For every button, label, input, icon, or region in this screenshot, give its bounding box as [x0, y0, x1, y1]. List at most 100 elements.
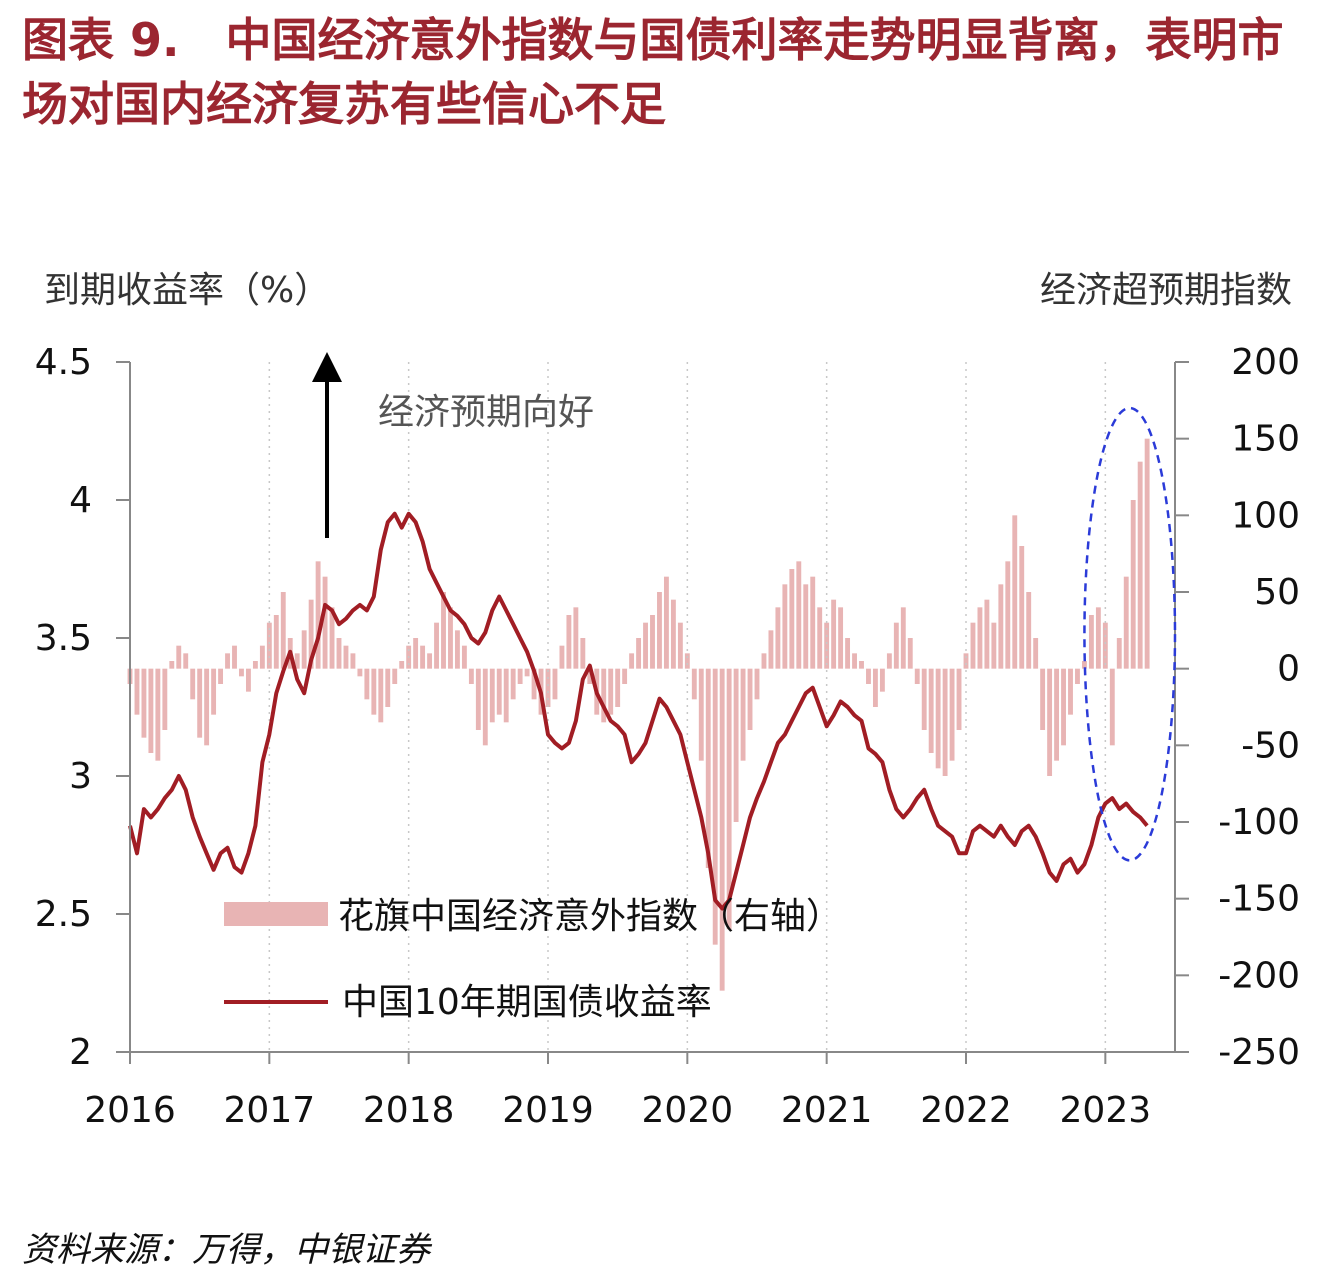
surprise-index-bar	[761, 653, 767, 669]
surprise-index-bar	[963, 653, 969, 669]
surprise-index-bar	[301, 630, 307, 669]
left-tick-label: 2.5	[35, 894, 92, 935]
right-tick-label: -50	[1241, 725, 1300, 766]
surprise-index-bar	[726, 668, 732, 930]
surprise-index-bar	[684, 653, 690, 669]
surprise-index-bar	[615, 668, 621, 707]
surprise-index-bar	[984, 599, 990, 669]
surprise-index-bar	[872, 668, 878, 707]
x-tick-label: 2021	[781, 1090, 873, 1131]
surprise-index-bar	[921, 668, 927, 730]
surprise-index-bar	[698, 668, 704, 761]
surprise-index-bar	[1005, 561, 1011, 669]
surprise-index-bar	[1095, 607, 1101, 669]
surprise-index-bar	[322, 576, 328, 669]
surprise-index-bar	[225, 653, 230, 669]
surprise-index-bar	[329, 607, 335, 669]
surprise-index-bar	[1144, 438, 1150, 669]
left-axis-title: 到期收益率（%）	[44, 270, 330, 311]
surprise-index-bar	[824, 622, 830, 669]
surprise-index-bar	[134, 668, 140, 715]
surprise-index-bar	[183, 653, 189, 669]
surprise-index-bar	[608, 668, 614, 715]
left-tick-label: 4	[69, 480, 92, 521]
x-axis-ticks: 2016 2017 2018 2019 2020 2021 2022 2023	[84, 1052, 1151, 1131]
surprise-index-bar	[197, 668, 203, 738]
surprise-index-bar	[914, 668, 920, 684]
surprise-index-bar	[448, 607, 453, 669]
surprise-index-bar	[169, 661, 175, 669]
surprise-index-bar	[977, 607, 983, 669]
surprise-index-bar	[636, 638, 642, 669]
surprise-index-bar	[991, 622, 997, 669]
right-tick-label: -200	[1218, 955, 1300, 996]
surprise-index-bar	[162, 668, 168, 730]
surprise-index-bar	[677, 622, 683, 669]
surprise-index-bar	[315, 561, 321, 669]
left-axis-ticks: 2 2.5 3 3.5 4 4.5	[35, 342, 130, 1073]
surprise-index-bar	[622, 668, 628, 684]
surprise-index-bar	[970, 622, 976, 669]
surprise-index-bar	[859, 661, 864, 669]
surprise-index-bar	[336, 638, 342, 669]
surprise-index-bar	[601, 668, 607, 723]
surprise-index-bar	[441, 592, 446, 669]
surprise-index-bar	[831, 599, 837, 669]
legend-bar-label: 花旗中国经济意外指数（右轴）	[338, 896, 842, 937]
surprise-index-bar	[838, 607, 844, 669]
surprise-index-bar	[691, 668, 697, 700]
surprise-index-bar	[775, 607, 781, 669]
bond-yield-line	[128, 511, 1149, 911]
surprise-index-bar	[1088, 615, 1094, 669]
surprise-index-bar	[399, 661, 405, 669]
surprise-index-bars	[127, 438, 1150, 991]
surprise-index-bar	[308, 599, 314, 669]
left-tick-label: 4.5	[35, 342, 92, 383]
surprise-index-bar	[573, 607, 579, 669]
surprise-index-bar	[1068, 668, 1073, 715]
surprise-index-bar	[1033, 638, 1039, 669]
right-tick-label: 0	[1277, 649, 1300, 690]
surprise-index-bar	[956, 668, 962, 730]
surprise-index-bar	[754, 668, 760, 700]
surprise-index-bar	[461, 645, 467, 669]
surprise-index-bar	[294, 653, 300, 669]
surprise-index-bar	[1054, 668, 1060, 761]
surprise-index-bar	[510, 668, 516, 700]
surprise-index-bar	[810, 576, 816, 669]
surprise-index-bar	[935, 668, 941, 769]
surprise-index-bar	[852, 653, 857, 669]
right-tick-label: -250	[1218, 1032, 1300, 1073]
surprise-index-bar	[587, 668, 593, 684]
surprise-index-bar	[245, 668, 251, 692]
surprise-index-bar	[552, 668, 558, 700]
legend-bar-swatch	[224, 902, 328, 926]
surprise-index-bar	[1130, 500, 1136, 669]
right-tick-label: 150	[1231, 419, 1300, 460]
surprise-index-bar	[740, 668, 746, 761]
surprise-index-bar	[907, 638, 913, 669]
surprise-index-bar	[782, 584, 788, 669]
surprise-index-bar	[629, 653, 635, 669]
x-tick-label: 2017	[224, 1090, 316, 1131]
surprise-index-bar	[789, 569, 795, 669]
surprise-index-bar	[413, 638, 419, 669]
surprise-index-bar	[928, 668, 934, 753]
chart: 到期收益率（%） 经济超预期指数 2 2.5 3 3.5 4 4.5 -250 -200 -1…	[35, 270, 1300, 1131]
surprise-index-bar	[942, 668, 948, 776]
surprise-index-bar	[252, 661, 258, 669]
surprise-index-bar	[190, 668, 196, 700]
surprise-index-bar	[559, 645, 565, 669]
surprise-index-bar	[719, 668, 725, 991]
surprise-index-bar	[232, 645, 237, 669]
surprise-index-bar	[712, 668, 718, 945]
surprise-index-bar	[371, 668, 377, 715]
surprise-index-bar	[900, 607, 906, 669]
surprise-index-bar	[211, 668, 217, 715]
surprise-index-bar	[1047, 668, 1053, 776]
right-tick-label: -100	[1218, 802, 1300, 843]
x-tick-label: 2016	[84, 1090, 176, 1131]
surprise-index-bar	[1123, 576, 1129, 669]
surprise-index-bar	[385, 668, 391, 707]
surprise-index-bar	[768, 630, 774, 669]
